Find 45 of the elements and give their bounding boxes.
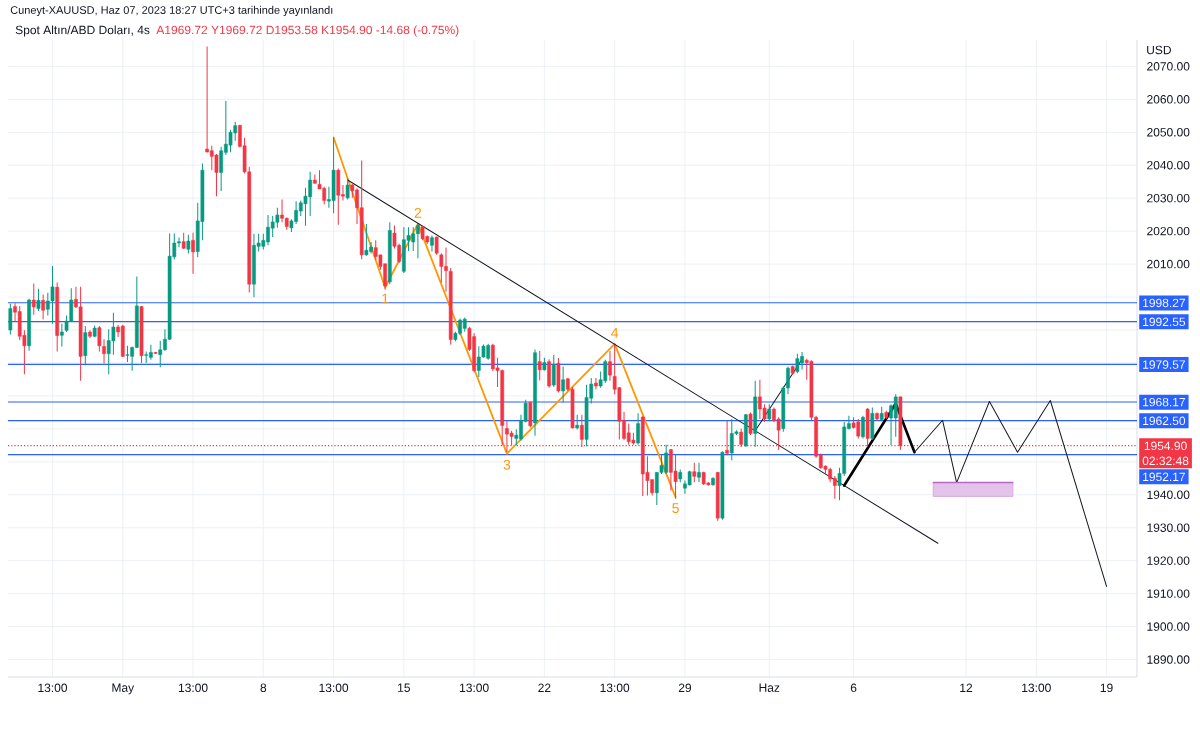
ref-line-label: 1998.27 <box>1143 298 1185 308</box>
annotation: 2 <box>414 207 422 218</box>
y-tick-label: 2010.00 <box>1147 259 1190 269</box>
annotation: 4 <box>611 328 619 338</box>
x-tick-label: 19 <box>1100 683 1113 693</box>
x-tick-label: 13:00 <box>1022 683 1051 693</box>
y-tick-label: 1940.00 <box>1147 490 1190 499</box>
x-tick-label: 13:00 <box>460 683 489 693</box>
x-tick-label: 13:00 <box>38 683 68 693</box>
chart-title: Spot Altın/ABD Doları, 4s <box>15 25 150 37</box>
annotation: 1 <box>382 293 389 304</box>
y-tick-label: 1920.00 <box>1147 556 1190 565</box>
ref-line-label: 1962.50 <box>1143 416 1186 426</box>
y-tick-label: 2060.00 <box>1147 95 1190 104</box>
y-tick-label: 2040.00 <box>1147 160 1190 170</box>
y-tick-label: 1890.00 <box>1147 655 1190 664</box>
y-tick-label: 1910.00 <box>1147 589 1190 598</box>
text: 02:32:48 <box>1142 456 1189 466</box>
x-tick-label: 13:00 <box>600 683 630 693</box>
x-tick-label: 13:00 <box>319 683 349 693</box>
chart-subtitle: A1969.72 Y1969.72 D1953.58 K1954.90 -14.68 (-0.75%) <box>156 25 459 37</box>
x-tick-label: 22 <box>538 683 551 692</box>
x-tick-label: May <box>112 683 135 695</box>
x-tick-label: 8 <box>260 683 267 693</box>
y-tick-label: 2030.00 <box>1147 193 1190 203</box>
y-tick-label: 2050.00 <box>1147 128 1190 137</box>
ref-line-label: 1952.17 <box>1143 472 1185 482</box>
x-tick-label: Haz <box>759 683 780 692</box>
ref-line-label: 1968.17 <box>1143 397 1185 407</box>
y-tick-label: 1900.00 <box>1147 622 1190 631</box>
x-tick-label: 13:00 <box>178 683 208 693</box>
ref-line-label: 1954.90 <box>1144 441 1187 451</box>
ref-line-label: 1979.57 <box>1143 360 1185 369</box>
text: Cuneyt-XAUUSD, Haz 07, 2023 18:27 UTC+3 tarihinde yayınlandı <box>10 5 333 17</box>
annotation: 5 <box>672 503 679 514</box>
x-tick-label: 12 <box>960 683 973 692</box>
x-tick-label: 15 <box>398 683 411 692</box>
annotation: 3 <box>503 459 511 470</box>
x-tick-label: 6 <box>850 683 857 693</box>
y-tick-label: 2070.00 <box>1147 62 1190 71</box>
ref-line-label: 1992.55 <box>1143 317 1186 327</box>
y-tick-label: 1930.00 <box>1147 523 1190 532</box>
y-tick-label: 2020.00 <box>1147 226 1190 236</box>
y-axis-title: USD <box>1147 45 1171 55</box>
x-tick-label: 29 <box>678 683 692 693</box>
